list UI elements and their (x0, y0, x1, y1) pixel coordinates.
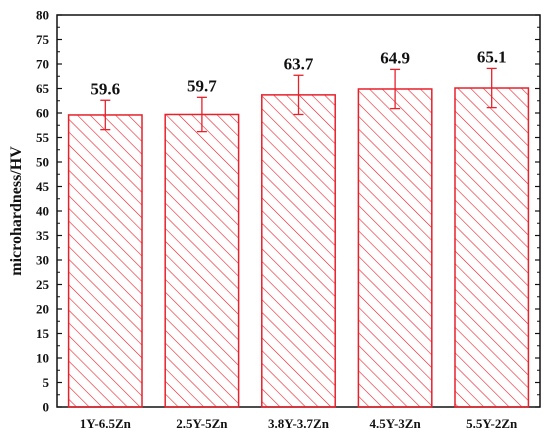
data-label: 64.9 (380, 48, 410, 67)
y-tick-label: 70 (36, 57, 49, 72)
y-tick-label: 80 (36, 8, 49, 23)
y-tick-label: 40 (36, 204, 49, 219)
y-axis-title: microhardness/HV (8, 146, 25, 276)
y-tick-label: 60 (36, 106, 49, 121)
x-tick-label: 4.5Y-3Zn (370, 416, 422, 431)
y-tick-label: 55 (36, 130, 50, 145)
bar (261, 94, 336, 408)
plot-area: 0 5 10 15 20 25 30 35 40 45 50 55 60 65 70 75 80 59.6 1Y-6… (36, 8, 541, 431)
y-tick-label: 20 (36, 302, 49, 317)
x-tick-label: 5.5Y-2Zn (466, 416, 518, 431)
x-tick-label: 3.8Y-3.7Zn (268, 416, 330, 431)
y-tick-label: 35 (36, 228, 50, 243)
y-tick-label: 75 (36, 32, 50, 47)
y-tick-label: 25 (36, 277, 50, 292)
y-tick-label: 5 (43, 375, 50, 390)
data-label: 63.7 (284, 54, 314, 73)
data-label: 65.1 (477, 47, 507, 66)
x-tick-label: 1Y-6.5Zn (80, 416, 132, 431)
y-tick-label: 15 (36, 326, 50, 341)
bar (164, 113, 240, 408)
y-tick-label: 30 (36, 253, 49, 268)
bar (67, 114, 143, 408)
y-tick-label: 50 (36, 155, 49, 170)
y-tick-label: 10 (36, 351, 49, 366)
data-label: 59.7 (187, 76, 217, 95)
y-tick-label: 65 (36, 81, 50, 96)
bar (357, 88, 433, 408)
x-tick-label: 2.5Y-5Zn (176, 416, 228, 431)
y-tick-label: 45 (36, 179, 50, 194)
y-tick-label: 0 (43, 400, 50, 415)
data-label: 59.6 (90, 79, 120, 98)
bar (454, 87, 530, 408)
